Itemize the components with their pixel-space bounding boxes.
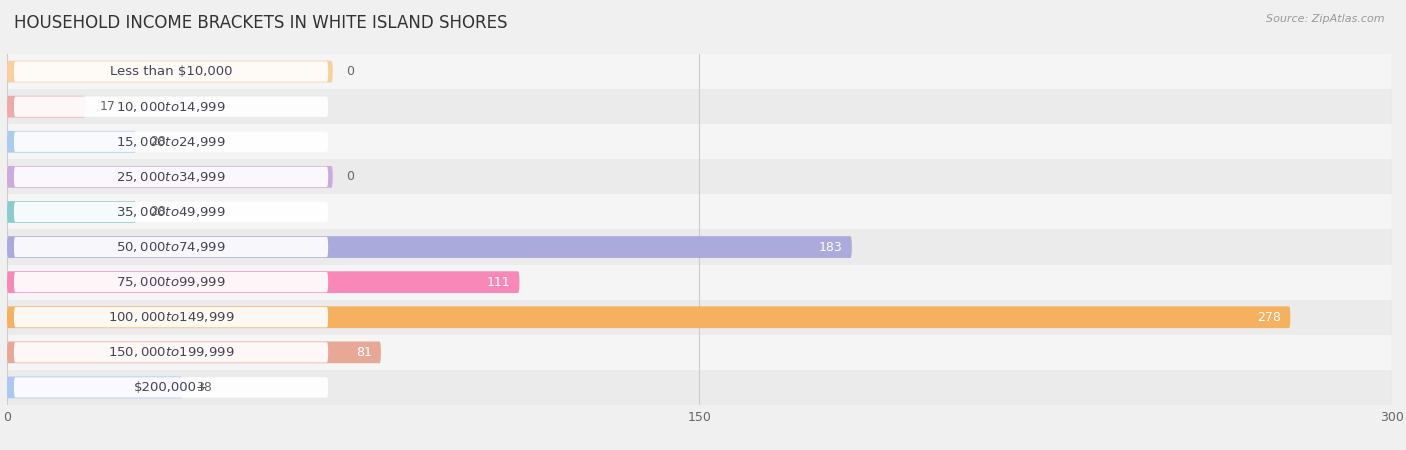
FancyBboxPatch shape: [7, 377, 183, 398]
Text: $150,000 to $199,999: $150,000 to $199,999: [108, 345, 235, 360]
FancyBboxPatch shape: [7, 236, 852, 258]
FancyBboxPatch shape: [7, 194, 1392, 230]
Text: Less than $10,000: Less than $10,000: [110, 65, 232, 78]
FancyBboxPatch shape: [7, 201, 136, 223]
FancyBboxPatch shape: [14, 61, 328, 82]
Text: $50,000 to $74,999: $50,000 to $74,999: [117, 240, 226, 254]
FancyBboxPatch shape: [7, 300, 1392, 335]
Text: 183: 183: [818, 241, 842, 253]
FancyBboxPatch shape: [14, 96, 328, 117]
FancyBboxPatch shape: [7, 370, 1392, 405]
FancyBboxPatch shape: [7, 271, 519, 293]
FancyBboxPatch shape: [7, 166, 333, 188]
Text: $200,000+: $200,000+: [134, 381, 208, 394]
FancyBboxPatch shape: [7, 342, 381, 363]
Text: $15,000 to $24,999: $15,000 to $24,999: [117, 135, 226, 149]
Text: 111: 111: [486, 276, 510, 288]
FancyBboxPatch shape: [7, 306, 1291, 328]
FancyBboxPatch shape: [14, 166, 328, 187]
FancyBboxPatch shape: [7, 230, 1392, 265]
Text: 28: 28: [150, 135, 166, 148]
Text: $35,000 to $49,999: $35,000 to $49,999: [117, 205, 226, 219]
Text: $100,000 to $149,999: $100,000 to $149,999: [108, 310, 235, 324]
Text: Source: ZipAtlas.com: Source: ZipAtlas.com: [1267, 14, 1385, 23]
Text: 278: 278: [1257, 311, 1281, 324]
FancyBboxPatch shape: [14, 342, 328, 363]
FancyBboxPatch shape: [7, 159, 1392, 194]
FancyBboxPatch shape: [7, 124, 1392, 159]
Text: 38: 38: [197, 381, 212, 394]
FancyBboxPatch shape: [7, 335, 1392, 370]
FancyBboxPatch shape: [14, 377, 328, 398]
Text: 81: 81: [356, 346, 371, 359]
FancyBboxPatch shape: [14, 202, 328, 222]
FancyBboxPatch shape: [7, 96, 86, 117]
Text: 28: 28: [150, 206, 166, 218]
FancyBboxPatch shape: [14, 307, 328, 328]
Text: 0: 0: [346, 171, 354, 183]
FancyBboxPatch shape: [7, 131, 136, 153]
FancyBboxPatch shape: [14, 237, 328, 257]
FancyBboxPatch shape: [14, 131, 328, 152]
Text: 17: 17: [100, 100, 115, 113]
FancyBboxPatch shape: [7, 89, 1392, 124]
FancyBboxPatch shape: [7, 265, 1392, 300]
FancyBboxPatch shape: [7, 61, 333, 82]
Text: 0: 0: [346, 65, 354, 78]
Text: $75,000 to $99,999: $75,000 to $99,999: [117, 275, 226, 289]
FancyBboxPatch shape: [14, 272, 328, 292]
Text: $25,000 to $34,999: $25,000 to $34,999: [117, 170, 226, 184]
Text: HOUSEHOLD INCOME BRACKETS IN WHITE ISLAND SHORES: HOUSEHOLD INCOME BRACKETS IN WHITE ISLAN…: [14, 14, 508, 32]
Text: $10,000 to $14,999: $10,000 to $14,999: [117, 99, 226, 114]
FancyBboxPatch shape: [7, 54, 1392, 89]
